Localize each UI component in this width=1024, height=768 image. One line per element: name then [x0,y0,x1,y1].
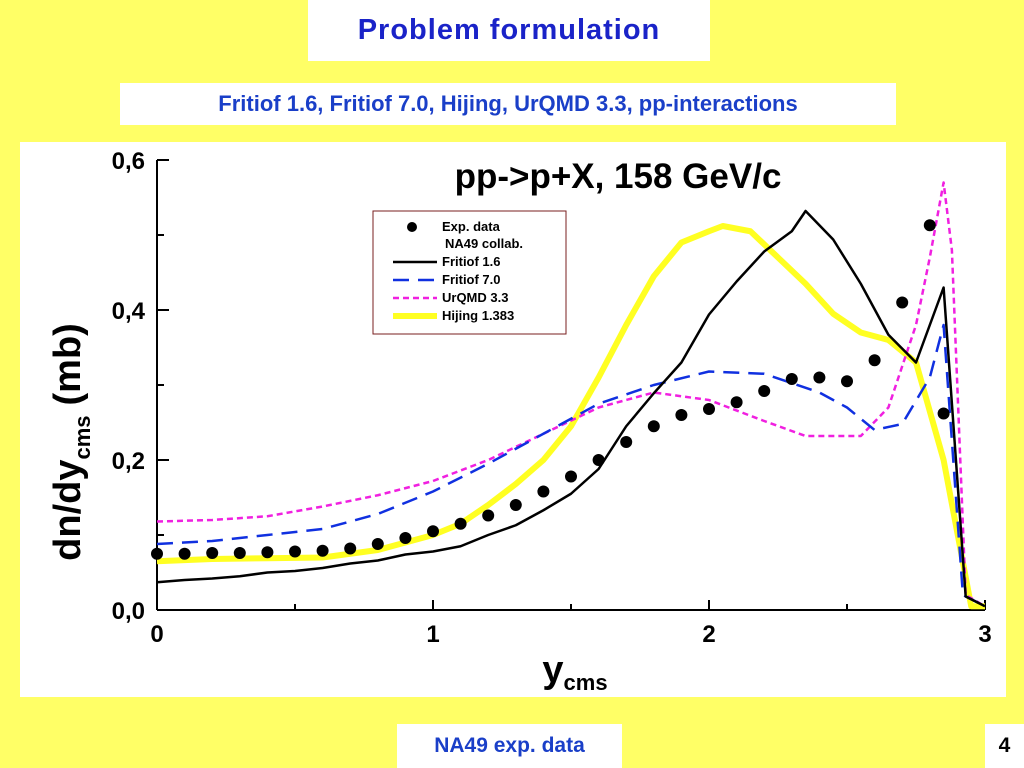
legend-label: NA49 collab. [445,236,523,251]
x-axis-label-sub: cms [564,670,608,695]
data-point [841,375,853,388]
data-point [178,547,191,560]
slide-title: Problem formulation [308,0,710,61]
data-point [565,470,577,483]
series-line-fritiof-7-0 [156,323,986,608]
data-point [482,509,495,522]
data-point [399,532,412,544]
data-point [896,296,909,309]
data-point [592,454,605,466]
series-layer [151,181,986,610]
data-point [703,403,715,415]
data-point [151,547,163,560]
x-tick-label: 2 [702,621,715,648]
data-point [427,525,439,538]
y-tick-label: 0,0 [112,598,145,625]
data-point [647,420,660,433]
data-point [620,436,633,448]
svg-text:dn/dycms(mb): dn/dycms (mb) [47,323,95,561]
data-point [316,544,329,557]
data-point [813,371,826,384]
data-point [868,354,881,367]
data-point [785,373,798,385]
data-point [454,517,467,530]
x-axis-label: ycms [542,649,607,695]
data-point [675,409,688,421]
chart-panel: pp->p+X, 158 GeV/c 0 1 2 3 0,0 0,2 0,4 0,6 Exp.… [20,142,1006,697]
slide-subtitle: Fritiof 1.6, Fritiof 7.0, Hijing, UrQMD … [120,83,896,125]
data-point [509,499,522,511]
y-axis-label-sub: cms [70,415,95,459]
data-point [261,546,274,559]
legend-label: Exp. data [442,219,501,234]
x-tick-label: 1 [426,621,439,648]
series-line-fritiof-1-6 [156,209,986,608]
legend-swatch-dot [407,222,417,232]
y-axis-label-main: dn/dy [47,460,89,561]
data-point [206,547,219,559]
x-tick-label: 0 [150,621,163,648]
footer-label: NA49 exp. data [397,724,622,768]
axes: 0 1 2 3 0,0 0,2 0,4 0,6 [112,148,992,648]
page-number: 4 [985,724,1024,768]
y-axis-label: dn/dycms (mb) [47,323,95,561]
legend-label: Fritiof 1.6 [442,254,501,269]
y-tick-label: 0,4 [112,298,146,325]
chart-title: pp->p+X, 158 GeV/c [455,157,782,196]
chart-svg: pp->p+X, 158 GeV/c 0 1 2 3 0,0 0,2 0,4 0,6 Exp.… [47,148,992,695]
legend-label: Fritiof 7.0 [442,272,501,287]
y-tick-label: 0,2 [112,448,145,475]
data-point [537,485,550,498]
data-point [730,396,743,409]
legend-label: Hijing 1.383 [442,308,514,323]
legend-label: UrQMD 3.3 [442,290,508,305]
x-axis-label-main: y [542,649,563,691]
data-point [371,538,384,550]
series-line-urqmd-3-3 [156,181,986,608]
y-tick-label: 0,6 [112,148,145,175]
data-point [233,547,246,559]
y-axis-label-unit: (mb) [47,323,89,405]
x-tick-label: 3 [978,621,991,648]
data-point [344,542,357,555]
legend: Exp. data NA49 collab. Fritiof 1.6 Fritiof … [372,210,567,335]
data-point [289,545,301,558]
data-point [923,219,936,232]
series-line-hijing-1-383 [156,223,985,610]
data-point [937,407,950,420]
data-point [758,385,771,397]
